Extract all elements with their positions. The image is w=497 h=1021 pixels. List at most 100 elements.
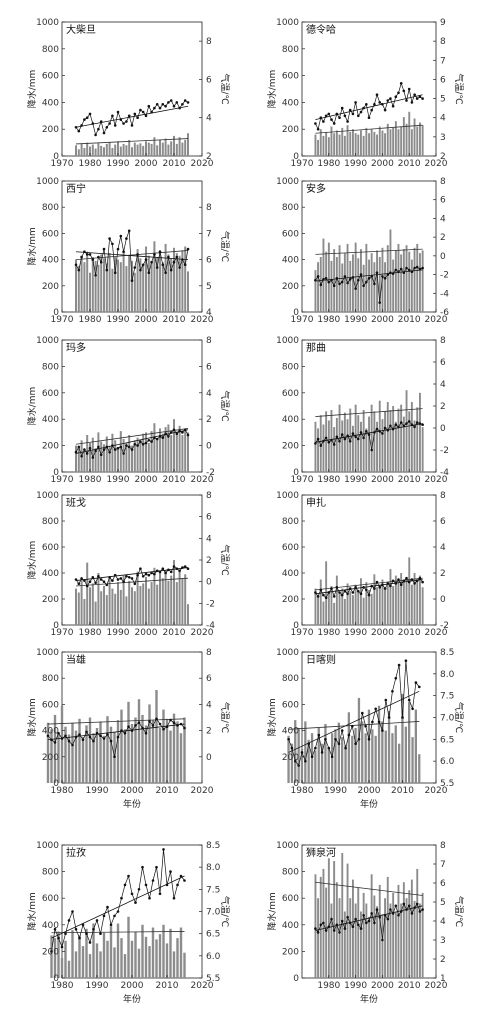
precip-bar [75,145,77,156]
chart-panel-3: 0 200 400 600 800 1000 -6 -4 -2 0 2 4 6 8 1970 1980 1990… [276,177,449,325]
precip-bar [319,876,322,978]
temperature-point [357,114,360,118]
x-tick-label: 2010 [163,628,186,638]
precip-bar [327,747,330,783]
y2-tick-label: 0 [206,578,212,588]
temperature-point [80,577,83,580]
precip-bar [419,392,421,472]
y-tick-label: 200 [42,442,59,452]
precip-bar [381,914,384,978]
precip-bar [405,245,408,312]
temperature-point [122,122,125,125]
y2-tick-label: 4 [206,114,212,124]
temperature-point [407,698,411,702]
temperature-point [181,103,184,106]
temperature-point [340,280,344,284]
temperature-point [85,932,88,935]
temperature-point [133,582,137,586]
precip-bar [392,406,395,472]
precip-bar [341,420,344,472]
temperature-point [153,253,156,256]
y-tick-label: 600 [42,700,59,710]
temperature-point [383,587,387,590]
temperature-point [137,888,141,891]
precip-bar [80,580,83,625]
temperature-point [136,444,139,447]
precip-bar [144,725,148,783]
precip-bar [354,903,357,978]
y2-tick-label: 8 [206,648,212,658]
temperature-point [322,921,325,925]
temperature-point [92,927,95,931]
y2-tick-label: 3 [440,133,446,143]
y2-axis-label: 气温/℃ [219,73,231,104]
x-tick-label: 2020 [191,786,214,796]
x-tick-label: 1970 [51,475,74,485]
precip-bar [136,249,139,312]
y-tick-label: 400 [42,415,59,425]
temperature-point [351,724,354,728]
x-tick-label: 2000 [121,981,144,991]
y-tick-label: 200 [42,125,59,135]
precip-bar [100,591,103,625]
precip-bar [357,887,360,978]
temperature-point [74,927,78,931]
precip-bar [103,586,105,625]
temperature-point [167,255,170,259]
x-tick-label: 1990 [107,475,130,485]
temperature-point [346,281,349,285]
temperature-point [330,118,333,121]
y2-tick-label: 4 [440,214,446,224]
temperature-point [77,445,81,449]
precip-bar [361,721,364,783]
precip-bar [173,135,175,156]
precip-bar [181,250,184,312]
temperature-point [391,579,395,583]
precip-bar [297,728,300,783]
precip-bar [156,145,159,156]
temperature-point [386,99,390,102]
precip-bar [99,721,102,783]
temperature-point [113,755,116,759]
precip-bar [187,133,189,156]
y2-tick-label: 5.5 [440,779,454,789]
precip-bar [394,575,397,625]
precip-bar [170,575,173,625]
precip-bar [108,253,111,312]
precip-bar [151,927,155,978]
temperature-point [381,729,384,732]
precip-bar [327,420,330,472]
x-tick-label: 2010 [398,159,421,169]
y-tick-label: 600 [42,543,59,553]
precip-trend-line [315,408,423,417]
temperature-point [147,271,151,275]
precip-bar [314,750,317,784]
y2-tick-label: 6.5 [440,735,454,745]
temperature-point [405,576,408,580]
temperature-point [74,126,78,129]
precip-bar [335,575,338,625]
y-tick-label: 800 [42,674,59,684]
temperature-point [365,280,368,284]
temperature-point [130,448,134,451]
precip-bar [392,259,395,312]
y2-tick-label: 8.0 [440,670,455,680]
precip-bar [117,141,119,156]
precip-bar [153,137,156,156]
temperature-point [130,279,134,282]
temperature-point [405,422,408,425]
temperature-point [186,433,190,437]
temperature-point [109,923,113,927]
temperature-point [365,430,368,433]
temperature-point [81,738,85,742]
temperature-point [85,452,89,455]
temperature-trend-line [315,905,423,931]
precip-bar [145,432,147,472]
temperature-point [413,425,416,429]
temperature-point [94,581,97,585]
precip-bar [317,596,319,625]
temperature-point [404,659,408,662]
precip-bar [161,262,164,312]
precip-bar [325,561,328,625]
precip-bar [362,892,365,978]
